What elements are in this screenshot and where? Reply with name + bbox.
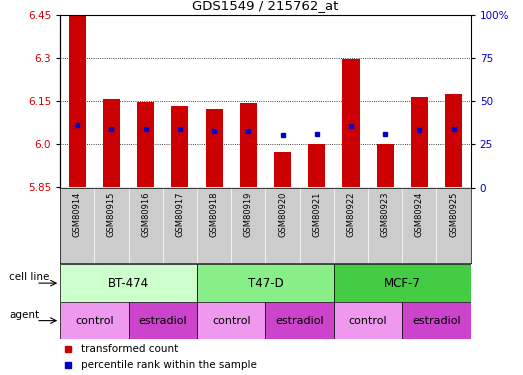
Text: GSM80925: GSM80925 (449, 191, 458, 237)
Bar (60, 264, 197, 302)
Text: GSM80919: GSM80919 (244, 191, 253, 237)
Bar (240, 103, 257, 188)
Bar (60, 302, 129, 339)
Text: GSM80915: GSM80915 (107, 191, 116, 237)
Text: T47-D: T47-D (247, 277, 283, 290)
Title: GDS1549 / 215762_at: GDS1549 / 215762_at (192, 0, 338, 12)
Text: GSM80921: GSM80921 (312, 191, 321, 237)
Bar (334, 302, 402, 339)
Bar (265, 302, 334, 339)
Bar (343, 59, 359, 188)
Text: MCF-7: MCF-7 (384, 277, 420, 290)
Bar (197, 302, 266, 339)
Text: estradiol: estradiol (139, 316, 187, 326)
Bar (103, 99, 120, 188)
Bar (197, 264, 334, 302)
Bar (206, 109, 223, 188)
Text: percentile rank within the sample: percentile rank within the sample (81, 360, 257, 370)
Bar (377, 144, 394, 188)
Bar (334, 264, 471, 302)
Text: GSM80923: GSM80923 (381, 191, 390, 237)
Text: estradiol: estradiol (412, 316, 461, 326)
Text: control: control (75, 316, 113, 326)
Text: GSM80914: GSM80914 (73, 191, 82, 237)
Text: agent: agent (9, 310, 39, 320)
Bar (308, 144, 325, 188)
Bar (69, 16, 86, 188)
Text: control: control (349, 316, 388, 326)
Text: cell line: cell line (9, 273, 49, 282)
Bar (172, 106, 188, 188)
Text: GSM80922: GSM80922 (346, 191, 356, 237)
Bar (402, 302, 471, 339)
Bar (411, 97, 428, 188)
Bar (445, 94, 462, 188)
Text: GSM80920: GSM80920 (278, 191, 287, 237)
Text: GSM80924: GSM80924 (415, 191, 424, 237)
Bar (129, 302, 197, 339)
Text: GSM80918: GSM80918 (210, 191, 219, 237)
Text: BT-474: BT-474 (108, 277, 149, 290)
Text: control: control (212, 316, 251, 326)
Text: estradiol: estradiol (275, 316, 324, 326)
Text: transformed count: transformed count (81, 344, 178, 354)
Bar (137, 102, 154, 188)
Bar (274, 152, 291, 188)
Text: GSM80917: GSM80917 (175, 191, 185, 237)
Text: GSM80916: GSM80916 (141, 191, 150, 237)
